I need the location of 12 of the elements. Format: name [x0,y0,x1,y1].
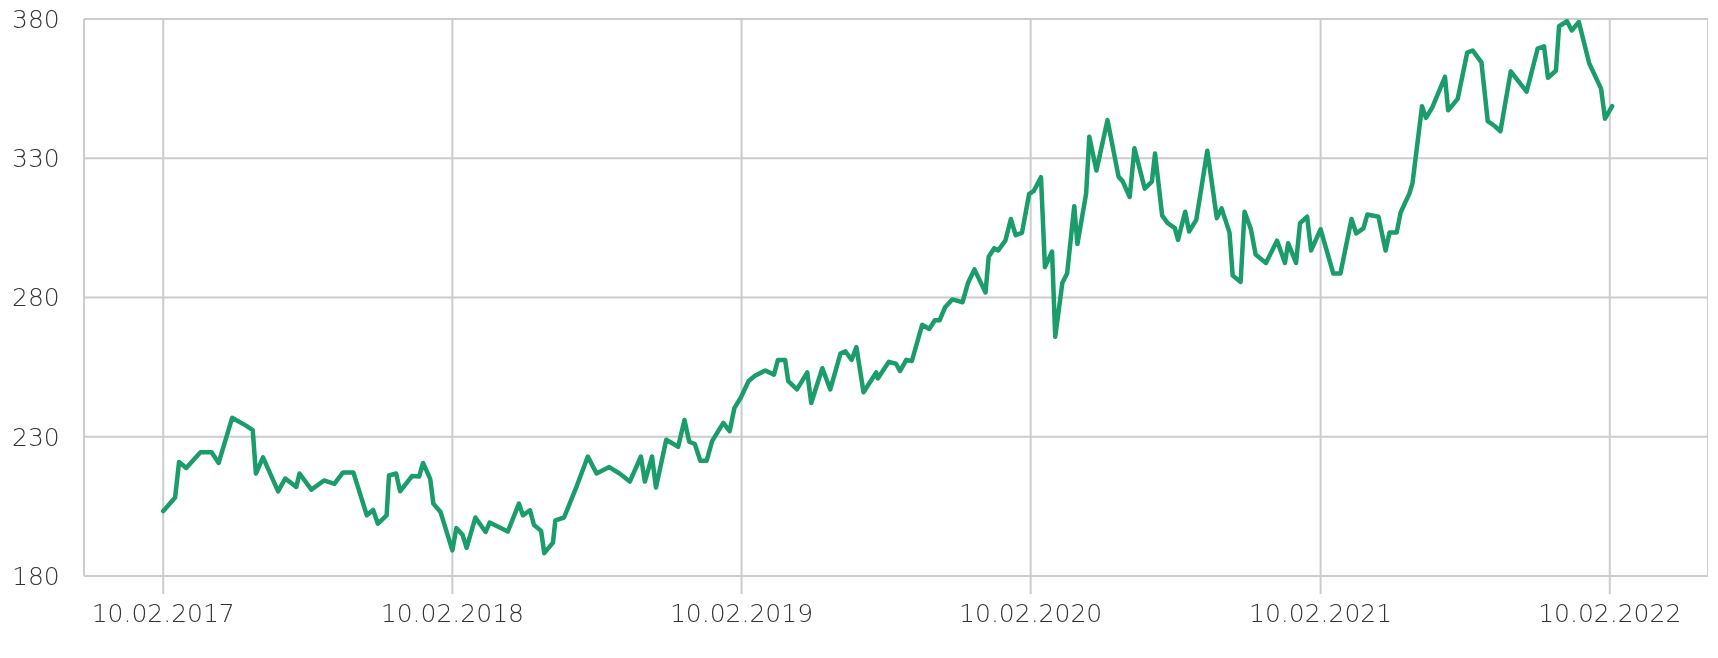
x-tick-label: 10.02.2019 [669,598,814,628]
y-tick-label: 330 [12,144,60,174]
y-tick-label: 280 [12,283,60,313]
y-tick-label: 380 [12,4,60,34]
y-tick-label: 180 [12,561,60,591]
y-tick-label: 230 [12,422,60,452]
x-tick-label: 10.02.2018 [380,598,524,628]
line-series [160,19,1615,556]
x-tick-label: 10.02.2020 [959,598,1103,628]
x-tick-label: 10.02.2017 [91,598,235,628]
x-tick-label: 10.02.2021 [1249,598,1393,628]
x-tick-label: 10.02.2022 [1538,598,1682,628]
